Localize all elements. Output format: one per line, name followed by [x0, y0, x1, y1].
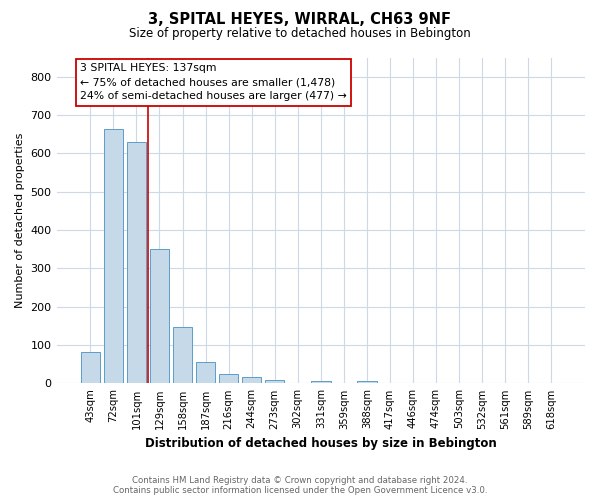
Bar: [149, 249, 169, 384]
Bar: [80, 352, 100, 384]
Text: Size of property relative to detached houses in Bebington: Size of property relative to detached ho…: [129, 28, 471, 40]
Bar: [104, 129, 123, 384]
Bar: [127, 142, 146, 384]
Bar: [173, 326, 193, 384]
Bar: [242, 377, 262, 384]
Text: Contains HM Land Registry data © Crown copyright and database right 2024.
Contai: Contains HM Land Registry data © Crown c…: [113, 476, 487, 495]
Bar: [357, 381, 377, 384]
Text: 3 SPITAL HEYES: 137sqm
← 75% of detached houses are smaller (1,478)
24% of semi-: 3 SPITAL HEYES: 137sqm ← 75% of detached…: [80, 64, 347, 102]
Text: 3, SPITAL HEYES, WIRRAL, CH63 9NF: 3, SPITAL HEYES, WIRRAL, CH63 9NF: [149, 12, 452, 28]
Bar: [196, 362, 215, 384]
Bar: [265, 380, 284, 384]
Bar: [311, 380, 331, 384]
Bar: [219, 374, 238, 384]
X-axis label: Distribution of detached houses by size in Bebington: Distribution of detached houses by size …: [145, 437, 497, 450]
Y-axis label: Number of detached properties: Number of detached properties: [15, 133, 25, 308]
